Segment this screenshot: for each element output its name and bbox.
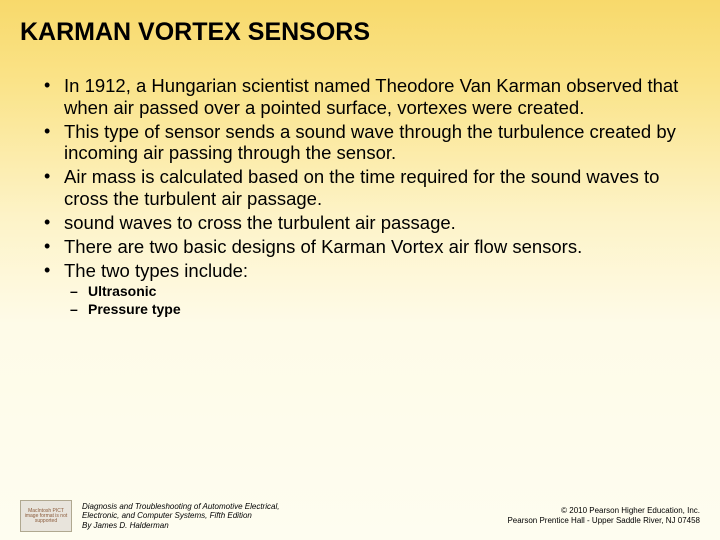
slide-title: KARMAN VORTEX SENSORS xyxy=(0,0,720,47)
bullet-item: Air mass is calculated based on the time… xyxy=(40,166,680,210)
footer-citation-line: Electronic, and Computer Systems, Fifth … xyxy=(82,511,279,520)
sub-bullet-item: Ultrasonic xyxy=(70,283,680,301)
footer-copyright-line: © 2010 Pearson Higher Education, Inc. xyxy=(507,506,700,516)
sub-bullet-item: Pressure type xyxy=(70,301,680,319)
footer-citation: Diagnosis and Troubleshooting of Automot… xyxy=(82,502,279,530)
footer-left-block: MacIntosh PICT image format is not suppo… xyxy=(0,500,279,532)
footer-copyright-line: Pearson Prentice Hall - Upper Saddle Riv… xyxy=(507,516,700,526)
missing-image-icon: MacIntosh PICT image format is not suppo… xyxy=(20,500,72,532)
footer-citation-line: Diagnosis and Troubleshooting of Automot… xyxy=(82,502,279,511)
bullet-item: This type of sensor sends a sound wave t… xyxy=(40,121,680,165)
sub-bullet-list: Ultrasonic Pressure type xyxy=(40,283,680,318)
slide-footer: MacIntosh PICT image format is not suppo… xyxy=(0,492,720,540)
bullet-item: The two types include: xyxy=(40,260,680,282)
bullet-item: There are two basic designs of Karman Vo… xyxy=(40,236,680,258)
slide-content: In 1912, a Hungarian scientist named The… xyxy=(0,47,720,318)
bullet-item: sound waves to cross the turbulent air p… xyxy=(40,212,680,234)
bullet-item: In 1912, a Hungarian scientist named The… xyxy=(40,75,680,119)
footer-copyright: © 2010 Pearson Higher Education, Inc. Pe… xyxy=(507,506,720,525)
main-bullet-list: In 1912, a Hungarian scientist named The… xyxy=(40,75,680,281)
footer-citation-line: By James D. Halderman xyxy=(82,521,279,530)
